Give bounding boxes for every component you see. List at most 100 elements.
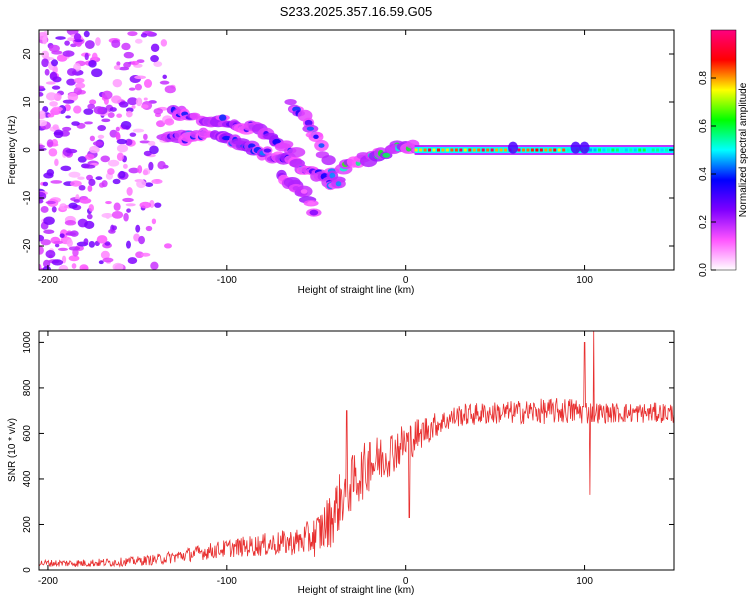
heatmap-cell — [154, 202, 162, 208]
heatmap-cell — [441, 148, 445, 152]
heatmap-cell — [130, 60, 139, 66]
heatmap-cell — [73, 77, 85, 84]
heatmap-cell — [454, 148, 458, 152]
heatmap-cell — [112, 262, 124, 270]
heatmap-cell — [570, 141, 581, 154]
heatmap-cell — [638, 148, 642, 152]
heatmap-cell — [97, 134, 105, 139]
heatmap-cell — [42, 36, 48, 45]
heatmap-cell — [143, 150, 152, 156]
heatmap-cell — [486, 148, 490, 152]
heatmap-cell — [73, 105, 82, 114]
heatmap-cell — [68, 246, 81, 251]
heatmap-cell — [84, 121, 93, 125]
heatmap-cell — [83, 164, 96, 169]
snr-x-tick-label: 100 — [576, 576, 593, 587]
heatmap-cell — [111, 210, 124, 219]
heatmap-cell — [84, 153, 95, 161]
heatmap-cell — [566, 148, 570, 152]
heatmap-cell — [279, 140, 294, 149]
heatmap-cell — [67, 92, 79, 102]
heatmap-x-tick-label: -100 — [217, 275, 237, 286]
heatmap-cell — [156, 120, 166, 128]
heatmap-y-label: Frequency (Hz) — [7, 116, 18, 185]
heatmap-cell — [83, 30, 90, 38]
snr-plot-area — [39, 331, 674, 570]
heatmap-cell — [138, 235, 145, 245]
heatmap-cell — [66, 68, 77, 76]
heatmap-cell — [62, 126, 72, 132]
heatmap-cell — [89, 99, 97, 105]
heatmap-cell — [263, 148, 272, 153]
heatmap-cell — [656, 148, 660, 152]
heatmap-cell — [423, 148, 427, 152]
heatmap-cell — [97, 124, 107, 131]
heatmap-cell — [159, 80, 170, 85]
snr-panel: -200 -100 0 100 0 200 400 600 800 1000 Height of… — [7, 330, 675, 596]
heatmap-cell — [84, 52, 89, 61]
heatmap-cell — [79, 197, 92, 204]
heatmap-cell — [46, 139, 54, 148]
heatmap-cell — [136, 179, 147, 189]
heatmap-cell — [432, 148, 436, 152]
heatmap-cell — [129, 132, 137, 137]
heatmap-cell — [127, 97, 138, 106]
snr-x-tick-label: -100 — [217, 576, 237, 587]
heatmap-cell — [589, 148, 593, 152]
heatmap-cell — [116, 152, 124, 161]
heatmap-cell — [463, 148, 467, 152]
heatmap-cell — [92, 141, 104, 146]
heatmap-cell — [101, 180, 108, 188]
heatmap-cell — [557, 148, 561, 152]
heatmap-y-tick-label: -10 — [22, 190, 33, 205]
colorbar-ticks: 0.0 0.2 0.4 0.6 0.8 — [698, 71, 716, 277]
heatmap-cell — [472, 148, 476, 152]
heatmap-cell — [126, 187, 133, 196]
heatmap-cell — [57, 247, 69, 252]
heatmap-cell — [329, 172, 336, 179]
heatmap-cell — [304, 119, 313, 126]
heatmap-cell — [115, 131, 121, 140]
heatmap-cell — [42, 181, 49, 187]
heatmap-cell — [127, 31, 138, 37]
heatmap-cell — [149, 145, 159, 155]
heatmap-cell — [160, 39, 168, 47]
heatmap-cell — [98, 260, 104, 265]
heatmap-cell — [107, 168, 115, 175]
heatmap-cell — [51, 85, 61, 90]
heatmap-cell — [136, 59, 145, 64]
heatmap-cell — [530, 148, 534, 152]
heatmap-cell — [70, 43, 77, 48]
snr-y-label: SNR (10 * v/v) — [7, 418, 18, 482]
heatmap-cell — [59, 233, 65, 238]
heatmap-cell — [105, 213, 111, 220]
snr-x-axis: -200 -100 0 100 — [38, 331, 593, 587]
snr-y-axis: 0 200 400 600 800 1000 — [22, 331, 674, 573]
heatmap-cell — [313, 134, 319, 140]
heatmap-cell — [151, 179, 163, 184]
heatmap-cell — [95, 176, 103, 181]
heatmap-cell — [164, 85, 176, 94]
heatmap-cell — [41, 58, 49, 68]
heatmap-cell — [39, 245, 44, 255]
heatmap-cell — [629, 148, 633, 152]
heatmap-cell — [66, 78, 76, 86]
heatmap-cell — [112, 178, 121, 185]
heatmap-cell — [49, 71, 58, 81]
heatmap-cell — [309, 209, 319, 216]
heatmap-cell — [459, 148, 463, 152]
heatmap-cell — [150, 261, 159, 270]
heatmap-cell — [86, 213, 93, 220]
heatmap-cell — [150, 43, 160, 52]
heatmap-cell — [647, 148, 651, 152]
heatmap-cell — [51, 59, 59, 67]
heatmap-cell — [62, 50, 75, 57]
snr-y-tick-label: 200 — [22, 516, 33, 533]
heatmap-cell — [77, 156, 87, 163]
heatmap-cell — [140, 104, 149, 109]
heatmap-cell — [50, 180, 63, 184]
heatmap-cell — [65, 232, 77, 236]
heatmap-cell — [544, 148, 548, 152]
heatmap-cell — [40, 206, 49, 213]
heatmap-cell — [47, 113, 55, 118]
